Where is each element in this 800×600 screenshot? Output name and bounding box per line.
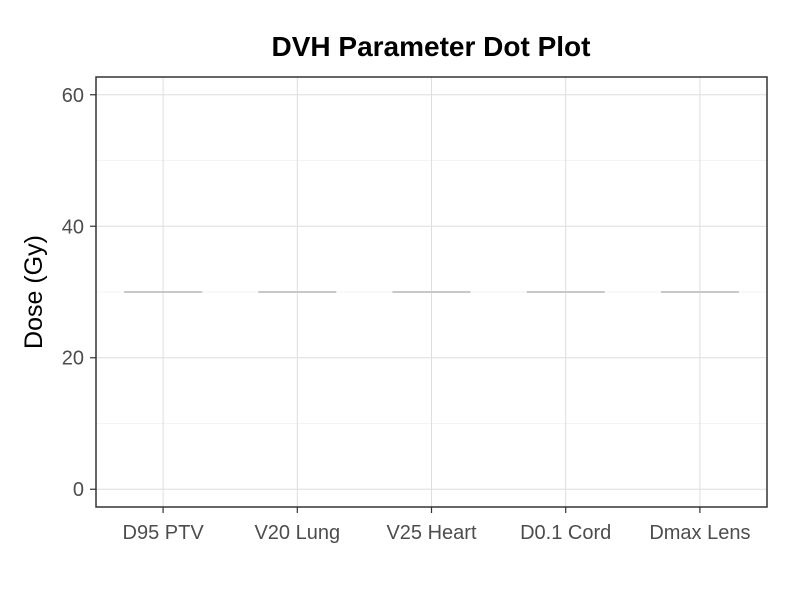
x-tick-label: D95 PTV: [123, 522, 205, 544]
chart-title: DVH Parameter Dot Plot: [272, 31, 591, 62]
x-tick-label: D0.1 Cord: [520, 522, 611, 544]
x-tick-label: V25 Heart: [386, 522, 476, 544]
y-axis-label: Dose (Gy): [20, 235, 48, 349]
x-axis-ticks: D95 PTV V20 Lung V25 Heart D0.1 Cord Dmax Le…: [123, 507, 750, 544]
y-tick-label: 20: [62, 348, 84, 370]
y-tick-label: 40: [62, 216, 84, 238]
y-tick-label: 60: [62, 85, 84, 107]
x-tick-label: V20 Lung: [254, 522, 340, 544]
major-gridlines: [96, 77, 767, 507]
x-tick-label: Dmax Lens: [649, 522, 750, 544]
y-tick-label: 0: [73, 479, 84, 501]
y-axis-ticks: 0 20 40 60: [62, 85, 96, 501]
